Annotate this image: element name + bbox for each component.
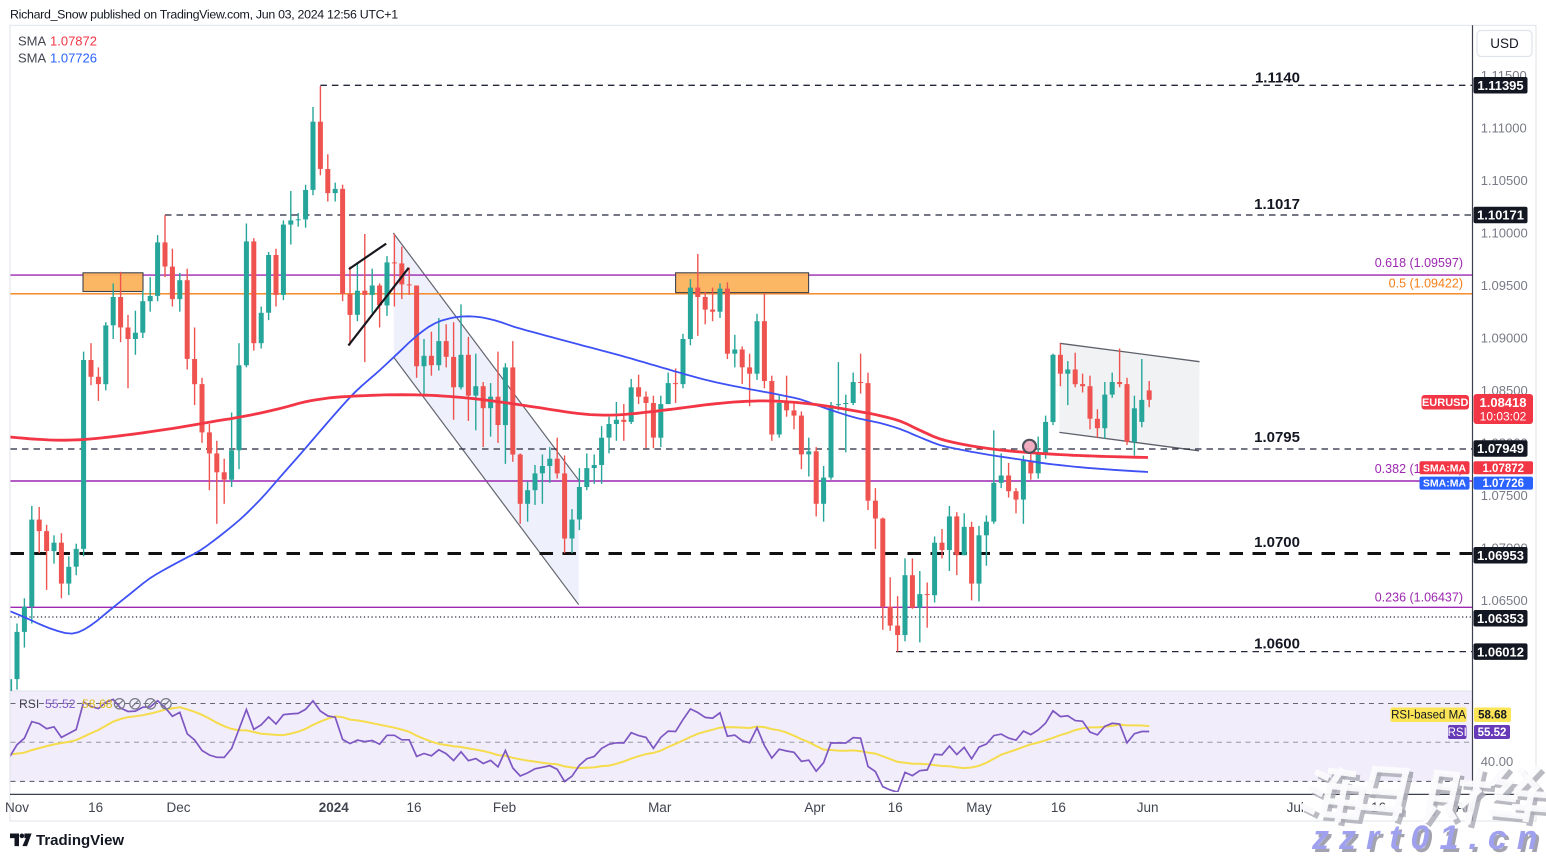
svg-text:RSI: RSI	[1448, 727, 1467, 739]
svg-text:1.11395: 1.11395	[1477, 78, 1523, 93]
svg-text:10:03:02: 10:03:02	[1480, 410, 1527, 424]
svg-text:1.10500: 1.10500	[1481, 173, 1528, 188]
svg-text:1.07872: 1.07872	[1482, 463, 1524, 475]
svg-text:1.07726: 1.07726	[1482, 478, 1524, 490]
svg-text:Jun: Jun	[1137, 800, 1159, 815]
svg-text:SMA: SMA	[18, 51, 47, 66]
svg-text:zzrt01.cn: zzrt01.cn	[1311, 819, 1546, 857]
svg-text:1.10171: 1.10171	[1477, 208, 1524, 223]
svg-text:Feb: Feb	[493, 800, 516, 815]
svg-text:55.52: 55.52	[1478, 727, 1507, 739]
svg-text:1.07726: 1.07726	[50, 51, 97, 66]
svg-text:1.07949: 1.07949	[1477, 441, 1524, 456]
svg-text:0.5 (1.09422): 0.5 (1.09422)	[1389, 277, 1463, 291]
svg-text:16: 16	[1051, 800, 1066, 815]
svg-text:0.236 (1.06437): 0.236 (1.06437)	[1375, 591, 1463, 605]
svg-text:1.0795: 1.0795	[1254, 429, 1300, 446]
svg-text:1.11000: 1.11000	[1481, 121, 1527, 136]
svg-text:0.618 (1.09597): 0.618 (1.09597)	[1375, 256, 1463, 270]
svg-text:Mar: Mar	[648, 800, 672, 815]
svg-text:55.52: 55.52	[45, 697, 76, 711]
svg-text:1.06012: 1.06012	[1477, 644, 1524, 659]
svg-text:SMA:MA: SMA:MA	[1423, 462, 1467, 474]
svg-text:Dec: Dec	[166, 800, 190, 815]
svg-text:1.07872: 1.07872	[50, 34, 97, 49]
svg-text:Jul: Jul	[1287, 800, 1304, 815]
svg-text:SMA:MA: SMA:MA	[1423, 478, 1467, 490]
svg-text:Apr: Apr	[804, 800, 826, 815]
svg-text:1.07500: 1.07500	[1481, 488, 1528, 503]
svg-text:EURUSD: EURUSD	[1422, 397, 1469, 409]
svg-text:1.06953: 1.06953	[1477, 548, 1524, 563]
svg-text:2024: 2024	[319, 800, 350, 815]
svg-text:16: 16	[406, 800, 421, 815]
svg-text:58.68: 58.68	[1478, 710, 1507, 722]
svg-text:1.08418: 1.08418	[1480, 395, 1527, 410]
svg-text:RSI-based MA: RSI-based MA	[1391, 710, 1466, 722]
svg-text:Nov: Nov	[5, 800, 29, 815]
svg-text:40.00: 40.00	[1481, 754, 1514, 769]
svg-text:1.0600: 1.0600	[1254, 636, 1300, 653]
svg-text:1.09000: 1.09000	[1481, 330, 1528, 345]
svg-text:1.1017: 1.1017	[1254, 196, 1300, 213]
svg-text:1.1140: 1.1140	[1255, 70, 1300, 87]
svg-text:16: 16	[888, 800, 903, 815]
svg-text:SMA: SMA	[18, 34, 47, 49]
svg-text:1.10000: 1.10000	[1481, 225, 1528, 240]
svg-text:RSI: RSI	[19, 697, 39, 711]
svg-text:58.68: 58.68	[82, 697, 113, 711]
svg-text:1.0700: 1.0700	[1254, 534, 1300, 551]
svg-text:1.09500: 1.09500	[1481, 278, 1528, 293]
svg-text:16: 16	[88, 800, 103, 815]
svg-text:May: May	[966, 800, 992, 815]
svg-text:Richard_Snow published on Trad: Richard_Snow published on TradingView.co…	[10, 8, 398, 22]
svg-text:USD: USD	[1490, 36, 1519, 51]
svg-text:TradingView: TradingView	[36, 832, 124, 849]
svg-text:zzrt01.cn: zzrt01.cn	[1314, 822, 1546, 857]
svg-text:1.06500: 1.06500	[1481, 593, 1528, 608]
svg-text:1.06353: 1.06353	[1477, 611, 1524, 626]
